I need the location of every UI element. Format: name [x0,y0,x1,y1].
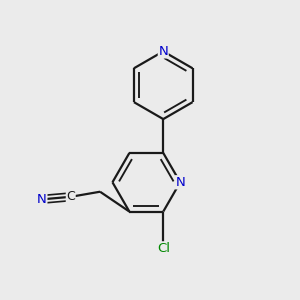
Text: C: C [66,190,75,203]
Text: N: N [158,45,168,58]
Text: N: N [175,176,185,189]
Text: N: N [37,193,47,206]
Text: Cl: Cl [157,242,170,255]
